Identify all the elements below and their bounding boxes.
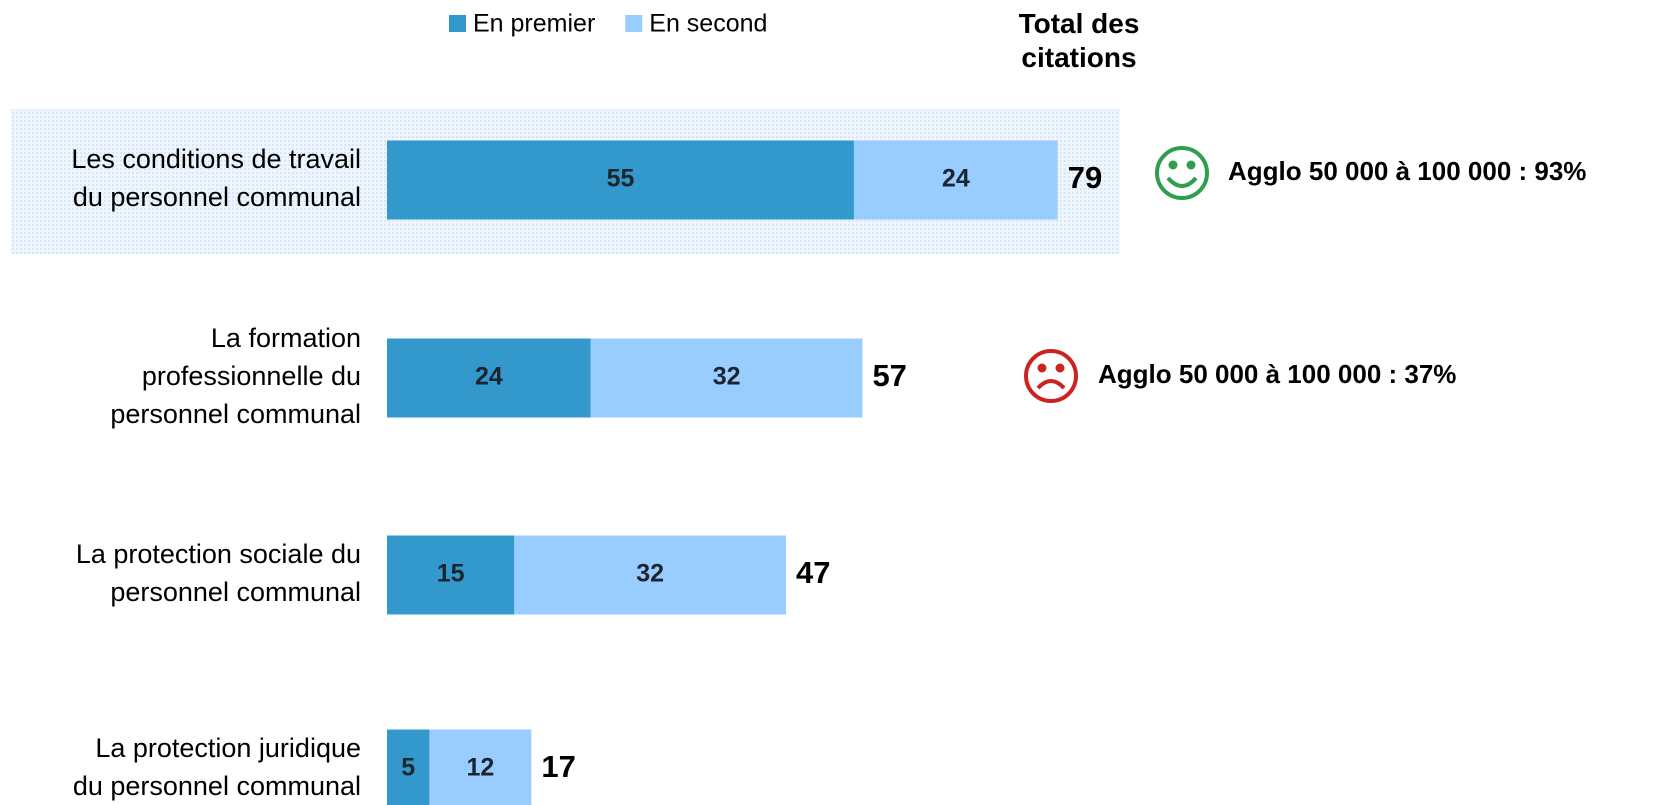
totals-header: Total des citations xyxy=(1019,8,1140,73)
category-label: La protection sociale du personnel commun… xyxy=(76,539,361,607)
bar-segment xyxy=(387,140,854,220)
total-label: 47 xyxy=(796,555,830,590)
bar-segment xyxy=(514,535,787,615)
annotation: Agglo 50 000 à 100 000 : 93% xyxy=(1228,156,1586,186)
total-label: 79 xyxy=(1068,160,1102,195)
smiley-icon xyxy=(1155,146,1209,200)
category-label: La formation professionnelle du personnel … xyxy=(110,323,361,429)
bar-value-label: 12 xyxy=(466,754,494,782)
bar-segment xyxy=(387,338,591,418)
annotation: Agglo 50 000 à 100 000 : 37% xyxy=(1098,359,1456,389)
bar-value-label: 24 xyxy=(475,363,503,391)
bar-value-label: 24 xyxy=(942,165,970,193)
frown-icon xyxy=(1024,349,1078,403)
category-label: La protection juridique du personnel comm… xyxy=(73,733,361,801)
category-label: Les conditions de travail du personnel co… xyxy=(71,144,361,212)
bar-segment xyxy=(387,729,430,805)
legend-label: En premier xyxy=(473,10,595,38)
bar-segment xyxy=(853,140,1058,220)
bar-segment xyxy=(387,535,515,615)
legend-swatch xyxy=(625,15,643,32)
legend-swatch xyxy=(449,15,466,32)
bar-value-label: 32 xyxy=(636,560,664,588)
total-label: 57 xyxy=(872,358,906,393)
bar-value-label: 55 xyxy=(607,165,635,193)
legend-label: En second xyxy=(649,10,767,38)
bar-segment xyxy=(590,338,863,418)
bar-value-label: 15 xyxy=(437,560,465,588)
bar-segment xyxy=(429,729,532,805)
bar-value-label: 32 xyxy=(713,363,741,391)
bar-value-label: 5 xyxy=(401,754,415,782)
total-label: 17 xyxy=(541,749,575,784)
